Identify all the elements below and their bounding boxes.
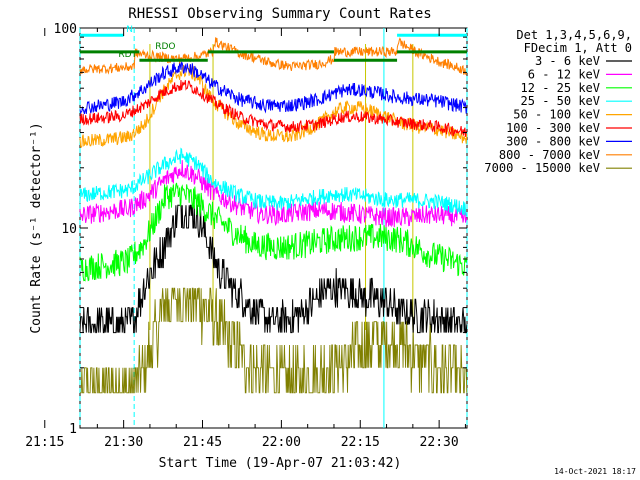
flag-label: RDT <box>118 50 137 60</box>
y-axis-label: Count Rate (s⁻¹ detector⁻¹) <box>29 122 44 333</box>
legend-label: 6 - 12 keV <box>528 67 600 81</box>
legend-header-line2: FDecim 1, Att 0 <box>524 41 632 55</box>
series-line <box>80 287 468 394</box>
series-50-100kev <box>79 63 468 149</box>
series-line <box>79 37 468 75</box>
legend-label: 3 - 6 keV <box>535 54 600 68</box>
series-line <box>79 63 468 149</box>
x-tick-label: 22:30 <box>420 435 459 450</box>
series-300-800kev <box>79 61 468 115</box>
series-800-7000kev <box>79 37 468 75</box>
legend-header-line1: Det 1,3,4,5,6,9, <box>516 28 632 42</box>
legend-entry: 100 - 300 keV <box>506 121 632 135</box>
y-tick-label: 1 <box>69 422 77 437</box>
x-axis-label: Start Time (19-Apr-07 21:03:42) <box>159 456 402 471</box>
y-tick-label: 100 <box>54 22 77 37</box>
series-line <box>79 147 468 217</box>
series-3-6kev <box>79 204 468 334</box>
flag-rdo: RDO <box>80 42 467 54</box>
legend-label: 7000 - 15000 keV <box>484 161 600 175</box>
legend-entry: 800 - 7000 keV <box>499 148 632 162</box>
x-tick-label: 22:00 <box>262 435 301 450</box>
series-line <box>79 160 468 228</box>
series-line <box>79 80 468 137</box>
x-tick-label: 22:15 <box>341 435 380 450</box>
legend-label: 300 - 800 keV <box>506 134 600 148</box>
legend-label: 100 - 300 keV <box>506 121 600 135</box>
legend-label: 50 - 100 keV <box>513 108 600 122</box>
series-line <box>79 204 468 334</box>
legend-entry: 50 - 100 keV <box>513 108 632 122</box>
legend-label: 25 - 50 keV <box>521 94 600 108</box>
flag-label: RDO <box>155 42 175 52</box>
legend-label: 800 - 7000 keV <box>499 148 600 162</box>
series-25-50kev <box>79 147 468 217</box>
y-tick-label: 10 <box>61 222 77 237</box>
x-tick-label: 21:30 <box>104 435 143 450</box>
legend-label: 12 - 25 keV <box>521 81 600 95</box>
series-100-300kev <box>79 80 468 137</box>
flag-label: N <box>126 25 133 35</box>
legend-entry: 25 - 50 keV <box>521 94 632 108</box>
legend-entry: 7000 - 15000 keV <box>484 161 632 175</box>
legend-entry: 12 - 25 keV <box>521 81 632 95</box>
legend-entry: 3 - 6 keV <box>535 54 632 68</box>
flag-rdt: RDT <box>118 50 398 62</box>
legend-entry: 6 - 12 keV <box>528 67 632 81</box>
x-tick-label: 21:15 <box>25 435 64 450</box>
series-line <box>79 182 468 282</box>
legend-entry: 300 - 800 keV <box>506 134 632 148</box>
series-6-12kev <box>79 160 468 228</box>
series-line <box>79 61 468 115</box>
x-tick-label: 21:45 <box>183 435 222 450</box>
series-7000-15000kev <box>80 287 468 394</box>
series-12-25kev <box>79 182 468 282</box>
chart-title: RHESSI Observing Summary Count Rates <box>128 6 431 22</box>
flag-n: N <box>80 25 467 37</box>
footer-timestamp: 14-Oct-2021 18:17 <box>554 467 636 476</box>
